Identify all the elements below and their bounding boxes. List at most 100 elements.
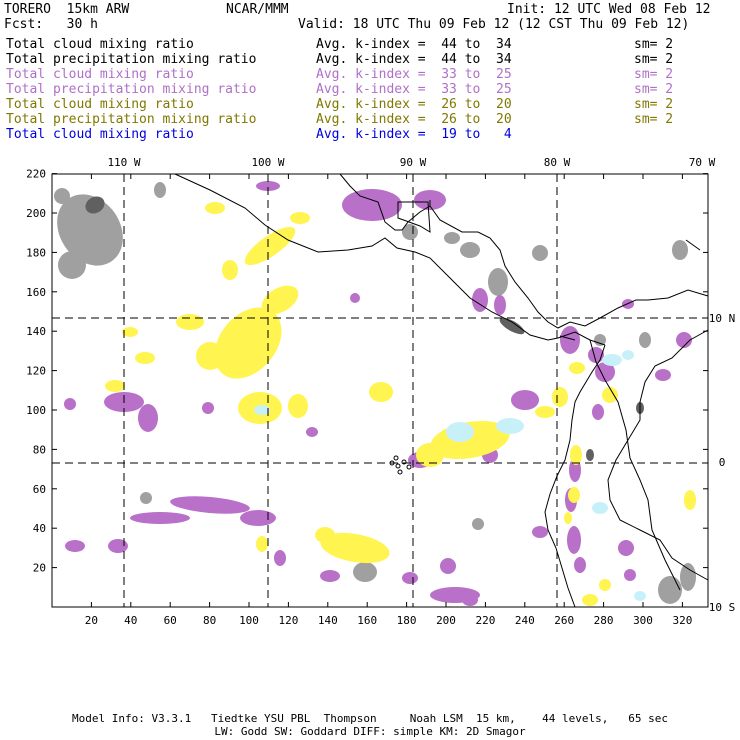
longitude-label: 100 W (251, 156, 284, 169)
x-tick-label: 200 (436, 614, 456, 627)
field-gray (658, 576, 682, 604)
field-gray (57, 194, 123, 266)
island (406, 464, 412, 470)
forecast-hour: Fcst: 30 h (4, 17, 98, 32)
legend-sm: sm= 2 (634, 52, 674, 67)
field-yellow (416, 443, 444, 467)
field-gray (472, 518, 484, 530)
field-yellow (205, 202, 225, 214)
field-lightblue (634, 591, 646, 601)
field-yellow (684, 490, 696, 510)
field-yellow (535, 406, 555, 418)
field-yellow (570, 445, 582, 465)
field-yellow (214, 307, 282, 379)
x-tick-label: 80 (203, 614, 216, 627)
x-tick-label: 320 (672, 614, 692, 627)
field-purple (256, 181, 280, 191)
legend-avg: Avg. k-index = 26 to 20 (316, 112, 512, 127)
field-purple (511, 390, 539, 410)
legend-sm: sm= 2 (634, 82, 674, 97)
field-yellow (320, 532, 390, 564)
field-purple (130, 512, 190, 524)
island (395, 463, 401, 469)
field-purple (532, 526, 548, 538)
y-tick-label: 140 (26, 325, 46, 338)
field-purple (64, 398, 76, 410)
field-gray (402, 224, 418, 240)
longitude-label: 90 W (400, 156, 427, 169)
field-purple (560, 326, 580, 354)
legend-field: Total cloud mixing ratio (6, 127, 194, 142)
axis-ticks (52, 173, 708, 607)
field-yellow (599, 579, 611, 591)
x-tick-label: 160 (357, 614, 377, 627)
x-tick-label: 260 (554, 614, 574, 627)
field-lightblue (446, 422, 474, 442)
field-yellow (602, 387, 618, 403)
field-purple (462, 594, 478, 606)
x-tick-label: 20 (85, 614, 98, 627)
init-time: Init: 12 UTC Wed 08 Feb 12 (507, 2, 711, 17)
x-tick-label: 60 (164, 614, 177, 627)
y-tick-label: 180 (26, 246, 46, 259)
field-purple (274, 550, 286, 566)
longitude-label: 70 W (689, 156, 716, 169)
legend-avg: Avg. k-index = 26 to 20 (316, 97, 512, 112)
field-lightblue (592, 502, 608, 514)
field-purple (240, 510, 276, 526)
coastline (559, 335, 576, 341)
x-tick-label: 240 (515, 614, 535, 627)
coastline-layer (174, 173, 709, 608)
field-yellow (135, 352, 155, 364)
longitude-label: 80 W (544, 156, 571, 169)
legend-avg: Avg. k-index = 44 to 34 (316, 37, 512, 52)
field-dark (586, 449, 594, 461)
x-tick-label: 220 (475, 614, 495, 627)
legend-field: Total precipitation mixing ratio (6, 82, 257, 97)
field-yellow (552, 387, 568, 407)
field-gray (140, 492, 152, 504)
field-purple (202, 402, 214, 414)
field-gray (532, 245, 548, 261)
field-purple (320, 570, 340, 582)
legend-field: Total precipitation mixing ratio (6, 52, 257, 67)
x-tick-label: 300 (633, 614, 653, 627)
field-purple (350, 293, 360, 303)
field-yellow (568, 487, 580, 503)
model-name: TORERO 15km ARW (4, 2, 130, 17)
field-yellow (105, 380, 125, 392)
field-lightblue (622, 350, 634, 360)
field-purple (595, 362, 615, 382)
x-tick-label: 280 (594, 614, 614, 627)
field-purple (342, 189, 402, 221)
field-lightblue (496, 418, 524, 434)
organization: NCAR/MMM (226, 2, 289, 17)
legend-avg: Avg. k-index = 19 to 4 (316, 127, 512, 142)
y-tick-label: 20 (33, 562, 46, 575)
model-info-line: Model Info: V3.3.1 Tiedtke YSU PBL Thomp… (71, 712, 669, 725)
legend-sm: sm= 2 (634, 37, 674, 52)
y-tick-label: 220 (26, 168, 46, 181)
coastline (429, 205, 709, 329)
y-tick-label: 120 (26, 365, 46, 378)
field-yellow (290, 212, 310, 224)
field-purple (494, 295, 506, 315)
field-gray (460, 242, 480, 258)
field-yellow (564, 512, 572, 524)
coastline (685, 239, 701, 251)
lat-lon-grid (52, 174, 708, 607)
x-tick-label: 180 (397, 614, 417, 627)
field-gray (680, 563, 696, 591)
y-tick-label: 60 (33, 483, 46, 496)
field-yellow (196, 342, 224, 370)
field-gray (154, 182, 166, 198)
field-gray (58, 251, 86, 279)
legend-field: Total cloud mixing ratio (6, 37, 194, 52)
island (397, 469, 403, 475)
valid-time: Valid: 18 UTC Thu 09 Feb 12 (12 CST Thu … (298, 17, 690, 32)
coastline (397, 201, 431, 233)
legend-field: Total cloud mixing ratio (6, 97, 194, 112)
coastline (607, 329, 709, 581)
x-tick-label: 140 (318, 614, 338, 627)
field-gray (672, 240, 688, 260)
